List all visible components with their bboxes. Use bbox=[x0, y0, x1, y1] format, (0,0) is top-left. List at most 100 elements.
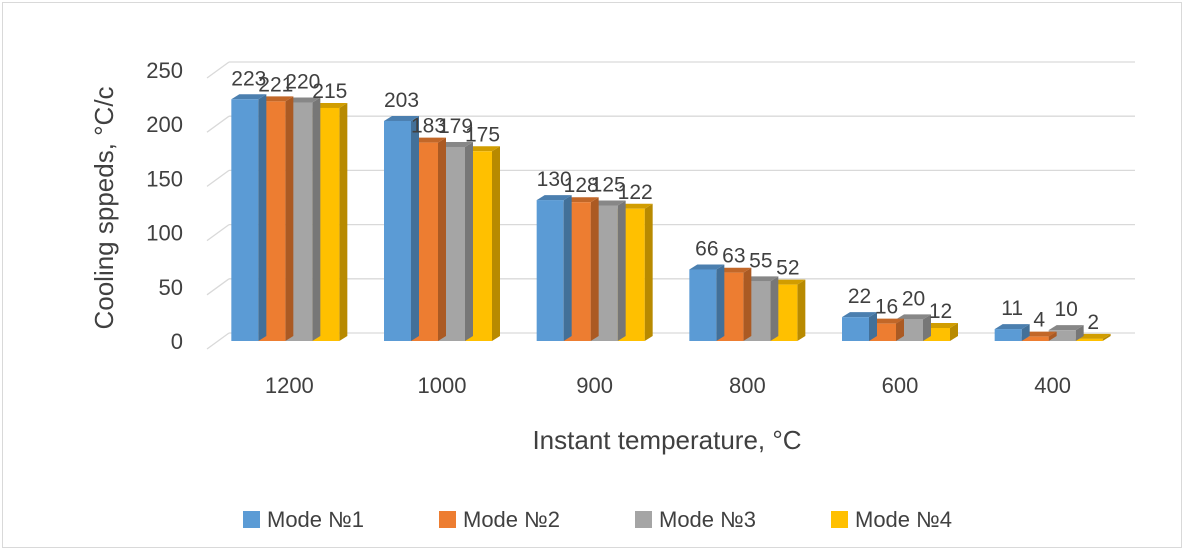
y-tick-label: 150 bbox=[146, 166, 183, 191]
legend-swatch bbox=[439, 511, 456, 528]
y-axis-title: Cooling sppeds, °C/c bbox=[89, 86, 119, 329]
bar-top bbox=[536, 195, 572, 201]
bar-side bbox=[258, 94, 267, 341]
bar-top bbox=[384, 115, 419, 121]
data-label: 203 bbox=[384, 89, 419, 112]
bar-top bbox=[1075, 333, 1111, 339]
bar-top bbox=[689, 264, 725, 270]
data-label: 125 bbox=[591, 174, 626, 197]
data-label: 52 bbox=[776, 257, 799, 280]
bars bbox=[231, 94, 1111, 342]
bar-front bbox=[1075, 338, 1103, 341]
data-label: 12 bbox=[929, 300, 952, 323]
bar bbox=[1048, 325, 1084, 341]
legend-item: Mode №4 bbox=[831, 507, 952, 532]
bar-side bbox=[1102, 333, 1111, 341]
bar-side bbox=[950, 322, 958, 341]
bar-side bbox=[644, 203, 653, 341]
data-label: 183 bbox=[411, 115, 446, 138]
bar-top bbox=[770, 279, 806, 285]
bar-top bbox=[1048, 325, 1084, 331]
bar-top bbox=[411, 137, 446, 143]
bar-top bbox=[312, 102, 348, 108]
bar-side bbox=[617, 200, 626, 341]
y-tick-label: 250 bbox=[146, 58, 183, 83]
bar-side bbox=[770, 276, 779, 341]
bar-side bbox=[797, 279, 806, 341]
gridline bbox=[206, 61, 230, 79]
data-label: 55 bbox=[749, 249, 772, 272]
y-tick-label: 200 bbox=[146, 112, 183, 137]
data-label: 4 bbox=[1033, 309, 1045, 332]
bar-front bbox=[231, 99, 259, 341]
data-label: 16 bbox=[875, 296, 898, 319]
x-tick-label: 400 bbox=[1034, 373, 1071, 398]
legend-swatch bbox=[831, 511, 848, 528]
bar bbox=[689, 264, 725, 341]
data-label: 63 bbox=[722, 245, 745, 268]
data-label: 223 bbox=[231, 67, 266, 90]
bar-side bbox=[339, 102, 348, 341]
data-label: 10 bbox=[1054, 298, 1077, 321]
bar bbox=[1021, 331, 1057, 341]
bar bbox=[842, 312, 877, 341]
x-tick-label: 900 bbox=[576, 373, 613, 398]
bar-top bbox=[1021, 331, 1057, 337]
y-tick-label: 50 bbox=[159, 275, 183, 300]
data-label: 2 bbox=[1087, 311, 1099, 334]
data-label: 179 bbox=[438, 115, 473, 138]
gridline bbox=[206, 169, 230, 187]
data-label: 66 bbox=[695, 237, 718, 260]
data-label: 122 bbox=[618, 181, 653, 204]
bar-front bbox=[536, 200, 564, 341]
bar-front bbox=[994, 329, 1022, 341]
x-axis-ticks: 1200 1000 900 800 600 400 bbox=[265, 373, 1071, 398]
y-tick-label: 0 bbox=[171, 329, 183, 354]
bar-side bbox=[492, 146, 500, 341]
bar-top bbox=[743, 276, 779, 282]
bar-side bbox=[1021, 324, 1030, 341]
bar-side bbox=[312, 97, 321, 342]
bar-side bbox=[869, 312, 877, 341]
data-label: 175 bbox=[465, 123, 500, 146]
x-tick-label: 1200 bbox=[265, 373, 314, 398]
legend-swatch bbox=[635, 511, 652, 528]
bar-side bbox=[1048, 331, 1057, 341]
x-axis-title: Instant temperature, °C bbox=[532, 425, 801, 455]
bar-top bbox=[716, 267, 752, 273]
legend-label: Mode №4 bbox=[855, 507, 952, 532]
bar-front bbox=[1048, 330, 1076, 341]
bar-side bbox=[716, 264, 725, 341]
bar-side bbox=[438, 137, 446, 341]
data-label: 220 bbox=[285, 71, 320, 94]
legend: Mode №1 Mode №2 Mode №3 Mode №4 bbox=[243, 507, 952, 532]
gridline bbox=[206, 224, 230, 242]
bar-top bbox=[563, 197, 599, 203]
bar bbox=[1075, 333, 1111, 341]
bar-top bbox=[258, 96, 294, 102]
bar-side bbox=[465, 141, 473, 341]
x-tick-label: 1000 bbox=[418, 373, 467, 398]
bar-side bbox=[743, 267, 752, 341]
bar-side bbox=[285, 96, 294, 341]
bar-top bbox=[465, 146, 500, 152]
x-tick-label: 800 bbox=[729, 373, 766, 398]
bar-side bbox=[411, 115, 419, 341]
bar-front bbox=[384, 120, 411, 341]
data-label: 20 bbox=[902, 287, 925, 310]
legend-label: Mode №2 bbox=[463, 507, 560, 532]
bar-top bbox=[590, 200, 626, 206]
bar-front bbox=[689, 269, 717, 341]
data-label: 128 bbox=[564, 174, 599, 197]
y-tick-label: 100 bbox=[146, 221, 183, 246]
gridline bbox=[206, 278, 230, 296]
data-label: 22 bbox=[848, 285, 871, 308]
bar-front bbox=[1021, 336, 1049, 341]
bar-top bbox=[869, 318, 904, 324]
bar-side bbox=[896, 318, 904, 341]
data-label: 215 bbox=[312, 80, 347, 103]
legend-label: Mode №1 bbox=[267, 507, 364, 532]
bar-side bbox=[590, 197, 599, 341]
